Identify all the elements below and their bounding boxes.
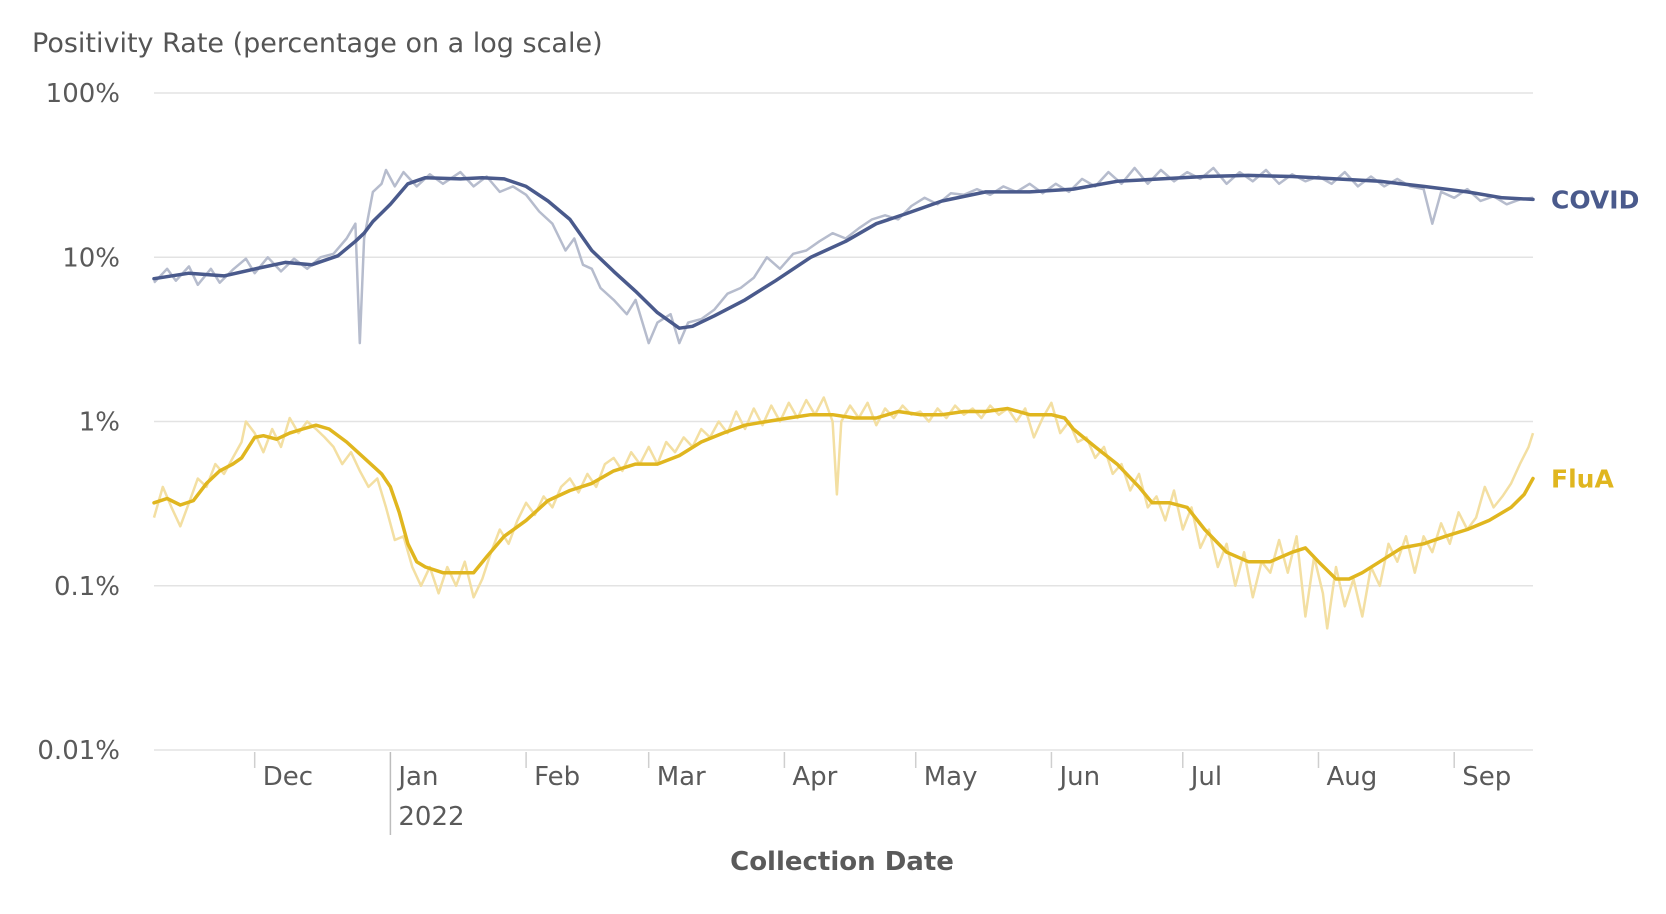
x-tick-label: Feb xyxy=(534,762,580,792)
flua-smoothed-line xyxy=(152,406,1535,581)
x-tick-label: Sep xyxy=(1462,762,1511,792)
x-tick-label: Aug xyxy=(1326,762,1377,792)
x-tick-label: Apr xyxy=(792,762,837,792)
chart-title: Positivity Rate (percentage on a log sca… xyxy=(32,28,603,59)
x-axis-label: Collection Date xyxy=(730,847,954,877)
flua-raw-line xyxy=(152,396,1535,630)
smoothed-series-lines xyxy=(152,173,1535,581)
flua-series-label: FluA xyxy=(1551,464,1614,493)
gridlines xyxy=(154,92,1533,751)
x-axis-ticks: Dec Jan 2022 Feb Mar Apr May Jun Jul Aug Sep xyxy=(253,752,1511,835)
covid-smoothed-line xyxy=(152,173,1535,330)
x-tick-label: Jul xyxy=(1189,762,1222,792)
y-tick-label: 10% xyxy=(62,243,120,273)
y-tick-label: 0.01% xyxy=(37,736,120,766)
x-tick-label: Dec xyxy=(263,762,313,792)
y-tick-label: 0.1% xyxy=(54,572,120,602)
covid-raw-line xyxy=(153,166,1534,345)
series-labels: COVID FluA xyxy=(1551,185,1639,493)
x-tick-label: May xyxy=(924,762,978,792)
y-tick-label: 100% xyxy=(46,79,120,109)
x-tick-label: Mar xyxy=(657,762,706,792)
covid-series-label: COVID xyxy=(1551,185,1639,214)
x-tick-label: Jun xyxy=(1057,762,1100,792)
x-tick-label: Jan xyxy=(396,762,438,792)
y-axis-ticks: 100% 10% 1% 0.1% 0.01% xyxy=(37,79,120,766)
x-tick-year-label: 2022 xyxy=(398,802,464,832)
y-tick-label: 1% xyxy=(79,408,120,438)
